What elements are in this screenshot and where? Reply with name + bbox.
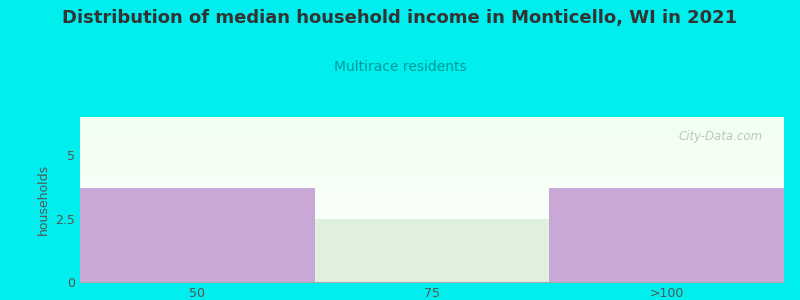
Bar	[80, 188, 314, 282]
Bar	[550, 188, 784, 282]
Y-axis label: households: households	[37, 164, 50, 235]
Text: City-Data.com: City-Data.com	[678, 130, 763, 143]
Text: Multirace residents: Multirace residents	[334, 60, 466, 74]
Bar	[314, 218, 550, 282]
Text: Distribution of median household income in Monticello, WI in 2021: Distribution of median household income …	[62, 9, 738, 27]
